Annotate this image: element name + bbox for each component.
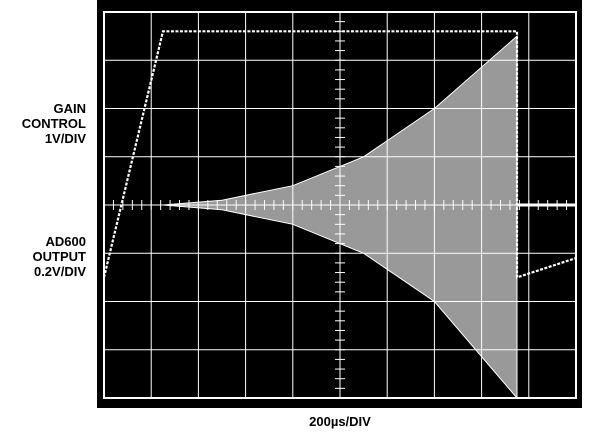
gain-control-label-line-1: GAIN bbox=[53, 101, 87, 116]
traces bbox=[102, 30, 577, 400]
ad600-output-envelope bbox=[162, 34, 518, 400]
time-base-label: 200µs/DIV bbox=[309, 414, 371, 429]
gain-control-label-line-3: 1V/DIV bbox=[44, 131, 86, 146]
ad600-output-label-line-2: OUTPUT bbox=[32, 249, 86, 264]
gain-control-label: GAIN CONTROL 1V/DIV bbox=[22, 101, 86, 146]
gain-control-label-line-2: CONTROL bbox=[21, 116, 86, 131]
gain-control-trace bbox=[102, 30, 577, 279]
ad600-output-label-line-3: 0.2V/DIV bbox=[33, 264, 86, 279]
ad600-output-label-line-1: AD600 bbox=[45, 234, 86, 249]
ad600-output-label: AD600 OUTPUT 0.2V/DIV bbox=[33, 234, 86, 279]
